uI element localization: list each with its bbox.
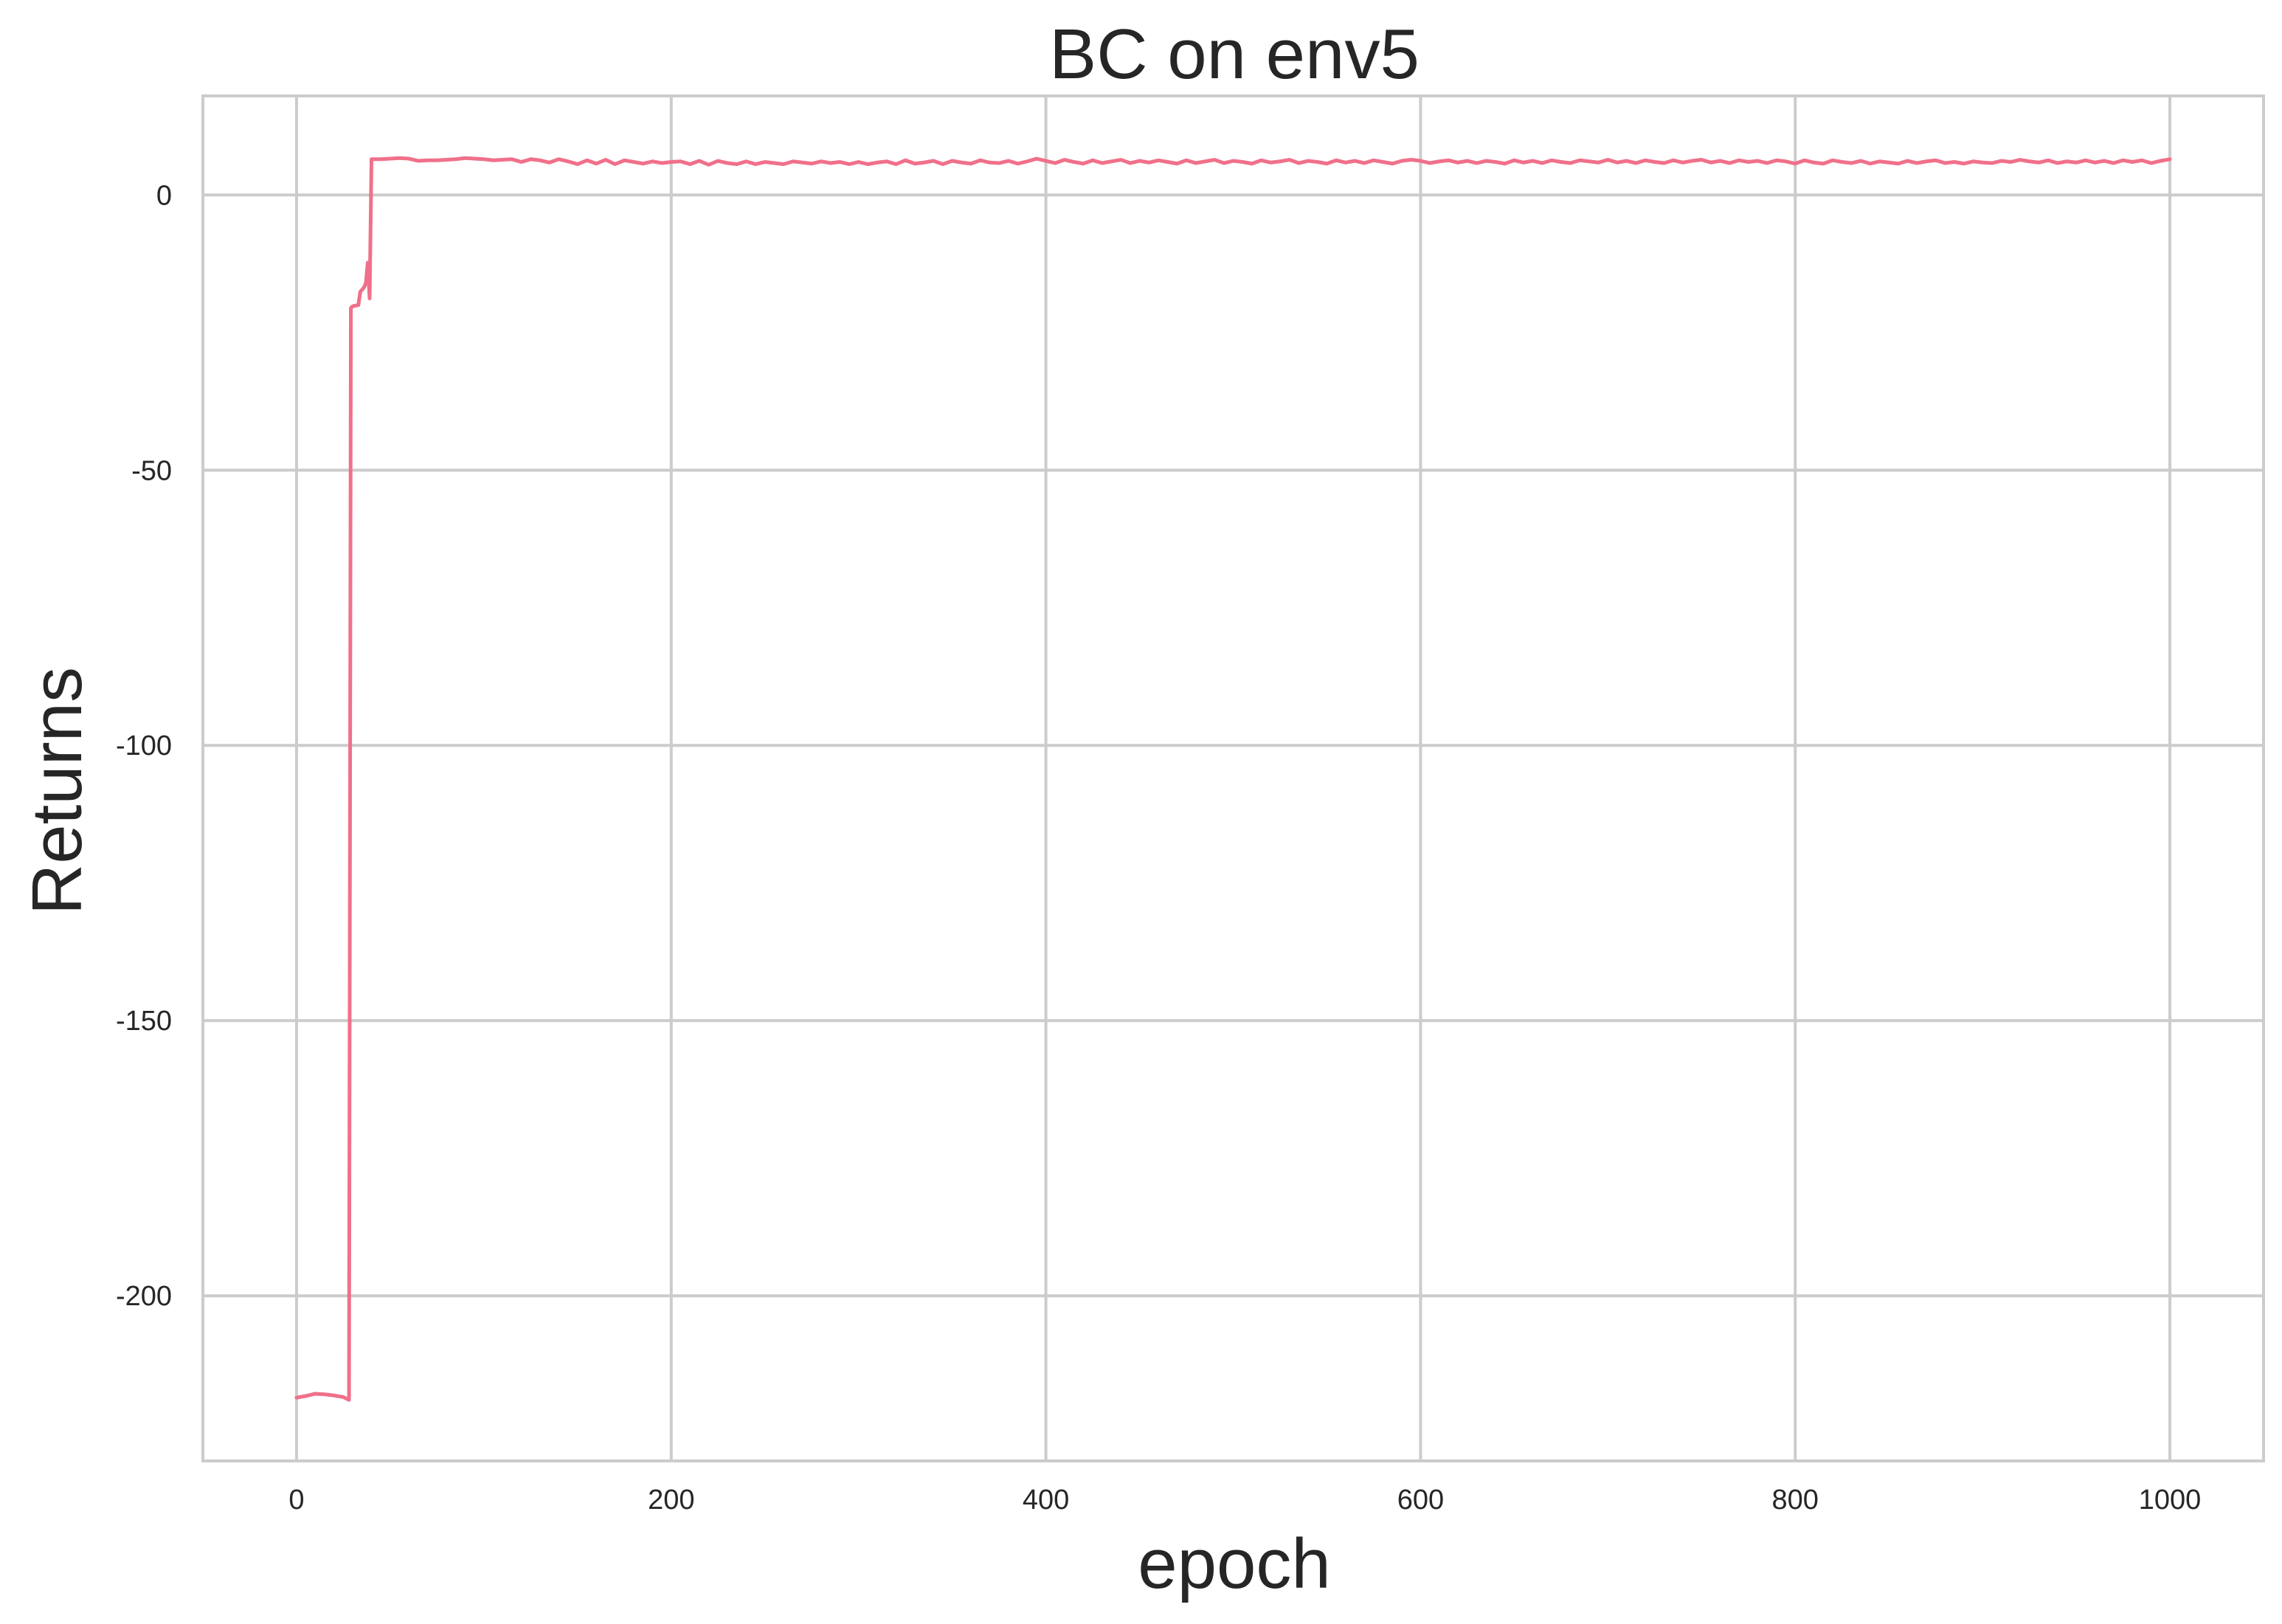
- plot-frame: [201, 94, 2265, 1462]
- y-tick-label: -150: [116, 1006, 172, 1037]
- series-line: [294, 156, 2172, 1402]
- y-tick-label: -100: [116, 730, 172, 761]
- grid: [203, 96, 2264, 1461]
- y-tick-label: -200: [116, 1281, 172, 1312]
- tick-labels: 0 200 400 600 800 1000 0 -50 -100 -150 -200: [116, 180, 2201, 1516]
- x-tick-label: 0: [288, 1485, 304, 1516]
- x-tick-label: 600: [1397, 1485, 1444, 1516]
- y-axis-label: Returns: [18, 667, 97, 915]
- y-tick-label: -50: [131, 455, 172, 486]
- x-tick-label: 800: [1772, 1485, 1819, 1516]
- x-axis-label: epoch: [1138, 1524, 1331, 1603]
- y-tick-label: 0: [156, 180, 172, 211]
- chart-title: BC on env5: [1049, 15, 1420, 94]
- x-tick-label: 400: [1023, 1485, 1069, 1516]
- x-tick-label: 1000: [2139, 1485, 2202, 1516]
- x-tick-label: 200: [648, 1485, 694, 1516]
- series-layer: [294, 156, 2172, 1402]
